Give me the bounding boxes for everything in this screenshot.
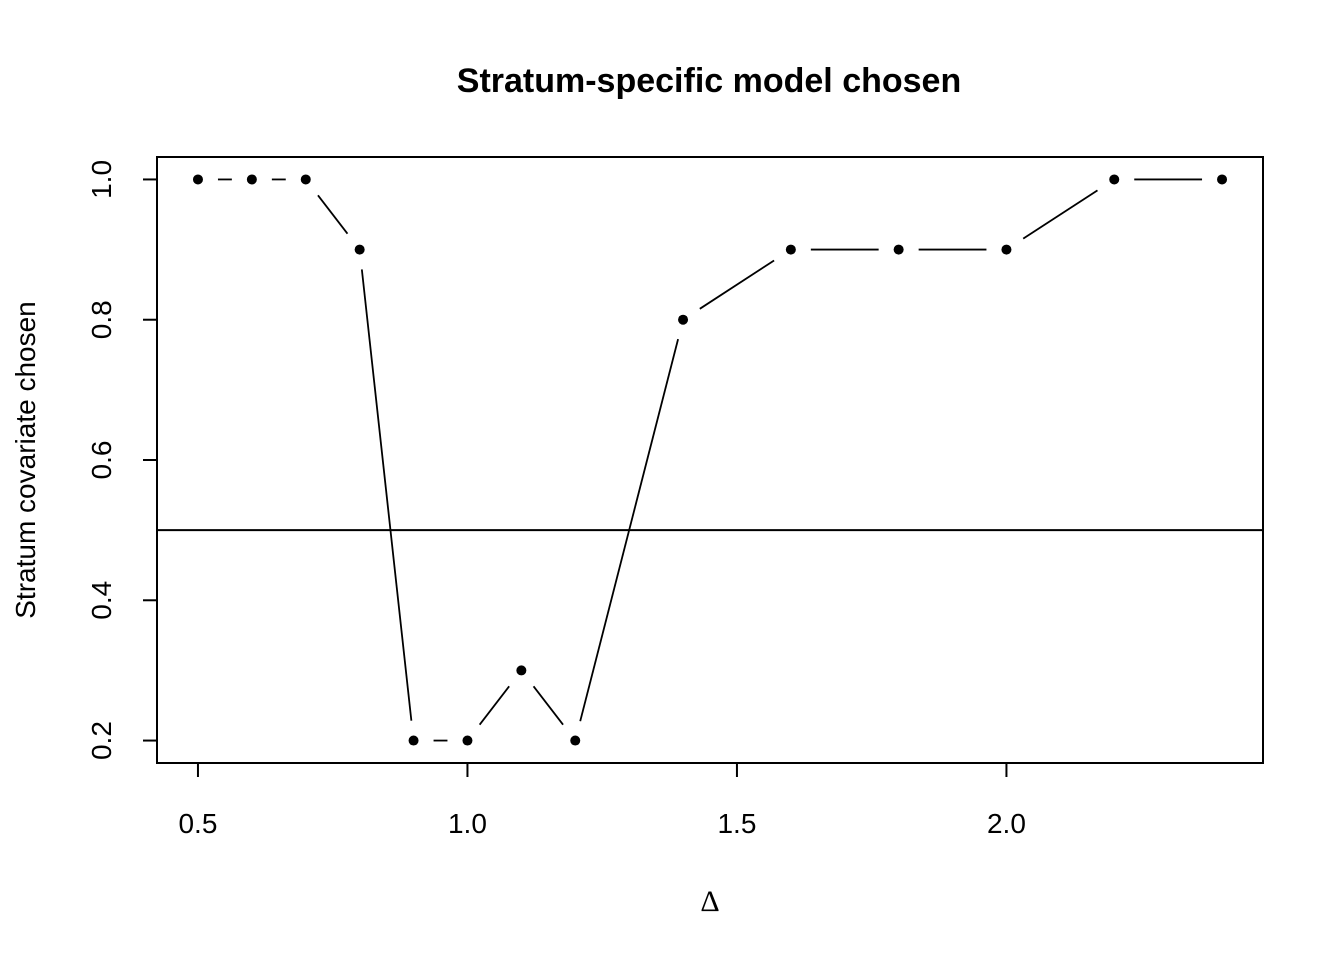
data-point <box>408 735 419 746</box>
data-point <box>462 735 473 746</box>
series-segment <box>1022 189 1098 240</box>
x-axis: 0.5 1.0 1.5 2.0 <box>178 762 1026 839</box>
data-point <box>516 665 527 676</box>
series-points <box>192 174 1228 746</box>
series-segment <box>699 259 775 310</box>
plot-frame <box>156 156 1264 764</box>
x-tick-label: 1.0 <box>448 808 487 839</box>
data-point <box>785 244 796 255</box>
data-point <box>300 174 311 185</box>
x-tick-label: 2.0 <box>987 808 1026 839</box>
y-tick-label: 0.2 <box>86 721 117 760</box>
data-point <box>246 174 257 185</box>
data-point <box>354 244 365 255</box>
data-point <box>678 314 689 325</box>
x-tick-label: 0.5 <box>178 808 217 839</box>
chart-title: Stratum-specific model chosen <box>457 62 961 100</box>
data-point <box>1109 174 1120 185</box>
series-segment <box>478 685 510 726</box>
series-line <box>217 178 1203 742</box>
series-segment <box>360 269 413 721</box>
y-axis: 0.2 0.4 0.6 0.8 1.0 <box>86 160 158 760</box>
data-point <box>1001 244 1012 255</box>
series-segment <box>317 194 349 235</box>
series-segment <box>532 685 564 726</box>
x-tick-label: 1.5 <box>717 808 756 839</box>
data-point <box>893 244 904 255</box>
y-tick-label: 0.4 <box>86 581 117 620</box>
data-point <box>192 174 203 185</box>
series-segment <box>579 338 679 722</box>
data-point <box>1217 174 1228 185</box>
y-tick-label: 1.0 <box>86 160 117 199</box>
y-axis-label: Stratum covariate chosen <box>10 301 41 619</box>
data-point <box>570 735 581 746</box>
x-axis-label: Δ <box>700 885 719 918</box>
y-tick-label: 0.6 <box>86 441 117 480</box>
y-tick-label: 0.8 <box>86 300 117 339</box>
